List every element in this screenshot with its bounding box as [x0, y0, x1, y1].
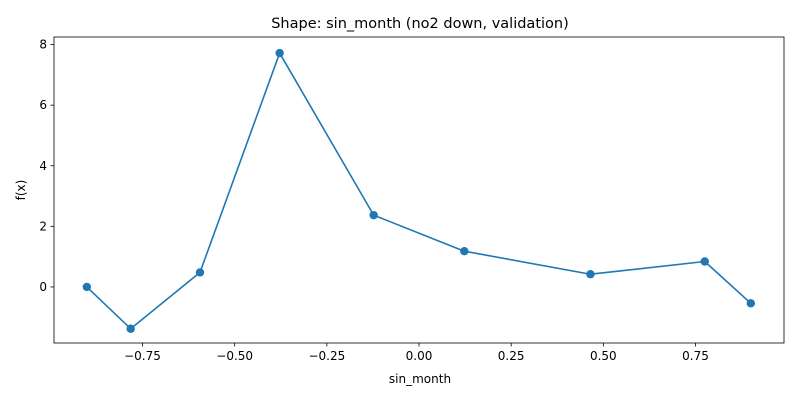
- y-tick-label: 4: [39, 159, 47, 173]
- x-tick-label: 0.25: [498, 349, 525, 363]
- x-axis-label: sin_month: [389, 372, 451, 386]
- series-line: [86, 52, 752, 330]
- x-tick-label: −0.25: [308, 349, 345, 363]
- data-point: [195, 268, 205, 277]
- y-tick-label: 0: [39, 280, 47, 294]
- axes-frame: [53, 36, 785, 344]
- chart-title: Shape: sin_month (no2 down, validation): [271, 16, 569, 32]
- y-axis-label: f(x): [14, 180, 28, 201]
- data-point: [126, 324, 135, 333]
- data-point: [369, 210, 378, 220]
- x-tick-label: −0.50: [216, 349, 253, 363]
- x-tick-label: 0.50: [590, 349, 617, 363]
- data-point: [275, 48, 284, 58]
- data-point: [700, 257, 709, 266]
- y-tick-label: 6: [39, 98, 47, 112]
- plot-area: −0.75 −0.50 −0.25 0.00 0.25 0.50 0.75 0 2 4 6 8: [39, 36, 785, 363]
- data-point: [460, 247, 469, 256]
- x-tick-label: 0.75: [682, 349, 709, 363]
- x-tick-label: −0.75: [124, 349, 161, 363]
- x-tick-label: 0.00: [406, 349, 433, 363]
- data-point: [586, 270, 595, 279]
- y-tick-label: 8: [39, 38, 47, 52]
- data-point: [82, 282, 92, 292]
- data-point: [746, 299, 756, 308]
- y-tick-label: 2: [39, 219, 47, 233]
